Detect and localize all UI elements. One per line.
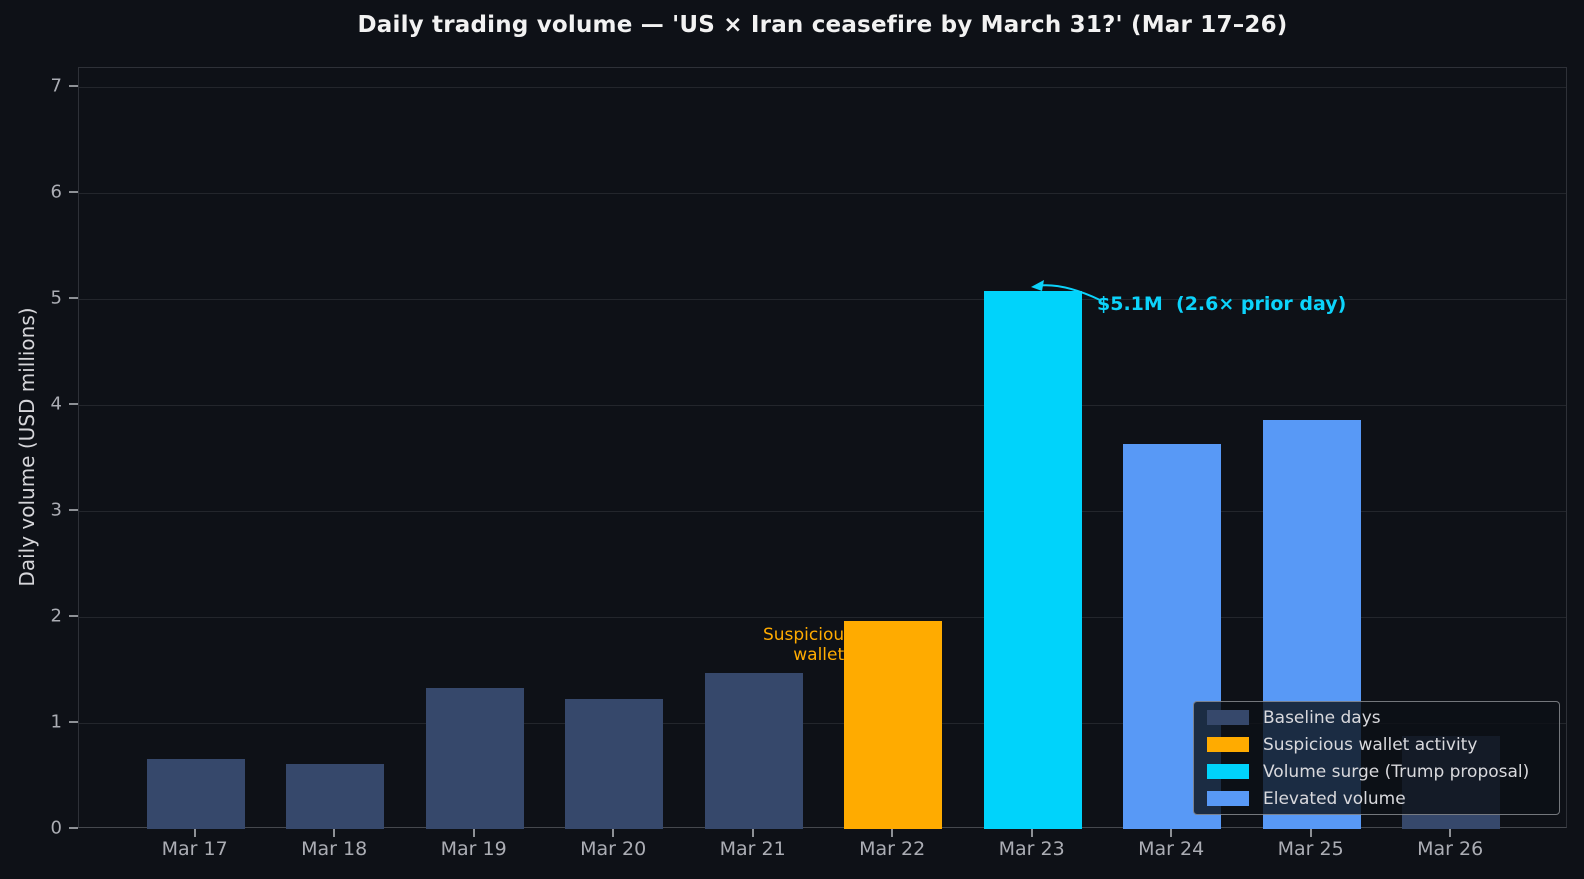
y-tick-label-4: 4 bbox=[50, 393, 62, 415]
legend: Baseline days Suspicious wallet activity V… bbox=[1193, 701, 1560, 815]
y-tick-label-7: 7 bbox=[50, 75, 62, 97]
y-tick-mark-4 bbox=[69, 403, 78, 406]
legend-swatch-suspicious bbox=[1207, 737, 1249, 752]
legend-label-suspicious: Suspicious wallet activity bbox=[1263, 734, 1478, 755]
legend-row-baseline: Baseline days bbox=[1194, 708, 1559, 728]
plot-area bbox=[78, 67, 1567, 829]
y-axis-label: Daily volume (USD millions) bbox=[15, 307, 39, 587]
x-tick-mark-6 bbox=[891, 829, 894, 837]
legend-row-suspicious: Suspicious wallet activity bbox=[1194, 735, 1559, 755]
bar-mar-23 bbox=[983, 290, 1082, 829]
y-tick-mark-2 bbox=[69, 615, 78, 618]
x-tick-mark-1 bbox=[193, 829, 196, 837]
legend-swatch-surge bbox=[1207, 764, 1249, 779]
chart-title: Daily trading volume — 'US × Iran ceasef… bbox=[357, 12, 1288, 38]
y-tick-mark-3 bbox=[69, 509, 78, 512]
annotation-volume-surge: $5.1M (2.6× prior day) bbox=[1097, 293, 1347, 315]
legend-label-surge: Volume surge (Trump proposal) bbox=[1263, 761, 1530, 782]
x-tick-mark-2 bbox=[333, 829, 336, 837]
legend-row-elevated: Elevated volume bbox=[1194, 789, 1559, 809]
x-tick-mark-9 bbox=[1309, 829, 1312, 837]
annotation-suspicious-line2: wallets bbox=[793, 645, 853, 665]
y-tick-mark-5 bbox=[69, 297, 78, 300]
legend-label-baseline: Baseline days bbox=[1263, 707, 1381, 728]
bar-mar-18 bbox=[286, 764, 385, 829]
x-tick-label-mar-22: Mar 22 bbox=[859, 838, 926, 860]
gridline-y7 bbox=[79, 87, 1566, 89]
x-tick-label-mar-17: Mar 17 bbox=[161, 838, 228, 860]
x-tick-label-mar-21: Mar 21 bbox=[719, 838, 786, 860]
x-tick-label-mar-19: Mar 19 bbox=[440, 838, 507, 860]
legend-swatch-baseline bbox=[1207, 710, 1249, 725]
x-tick-label-mar-18: Mar 18 bbox=[301, 838, 368, 860]
y-tick-label-6: 6 bbox=[50, 181, 62, 203]
annotation-suspicious-wallets: Suspicious wallets bbox=[693, 625, 853, 665]
bar-mar-22 bbox=[844, 621, 943, 829]
legend-row-surge: Volume surge (Trump proposal) bbox=[1194, 762, 1559, 782]
gridline-y6 bbox=[79, 193, 1566, 195]
gridline-y3 bbox=[79, 511, 1566, 513]
y-tick-label-1: 1 bbox=[50, 711, 62, 733]
bar-mar-17 bbox=[146, 759, 245, 829]
bar-mar-21 bbox=[704, 673, 803, 829]
x-tick-label-mar-20: Mar 20 bbox=[580, 838, 647, 860]
y-tick-mark-6 bbox=[69, 191, 78, 194]
x-tick-label-mar-24: Mar 24 bbox=[1138, 838, 1205, 860]
x-tick-label-mar-23: Mar 23 bbox=[998, 838, 1065, 860]
y-tick-label-3: 3 bbox=[50, 499, 62, 521]
y-tick-mark-1 bbox=[69, 721, 78, 723]
x-tick-mark-7 bbox=[1030, 829, 1033, 837]
x-tick-mark-4 bbox=[612, 829, 615, 837]
gridline-y1 bbox=[79, 723, 1566, 724]
annotation-suspicious-line1: Suspicious bbox=[762, 625, 853, 645]
bar-mar-19 bbox=[425, 688, 524, 829]
gridline-y2 bbox=[79, 617, 1566, 619]
y-tick-label-5: 5 bbox=[50, 287, 62, 309]
x-tick-mark-8 bbox=[1170, 829, 1173, 837]
x-tick-mark-5 bbox=[751, 829, 754, 837]
y-tick-mark-0 bbox=[69, 827, 78, 829]
x-tick-label-mar-26: Mar 26 bbox=[1417, 838, 1484, 860]
y-tick-mark-7 bbox=[69, 85, 78, 88]
x-tick-label-mar-25: Mar 25 bbox=[1277, 838, 1344, 860]
y-tick-label-2: 2 bbox=[50, 605, 62, 627]
x-tick-mark-3 bbox=[472, 829, 475, 837]
x-tick-mark-10 bbox=[1449, 829, 1452, 837]
legend-swatch-elevated bbox=[1207, 791, 1249, 806]
gridline-y5 bbox=[79, 299, 1566, 301]
bar-mar-20 bbox=[565, 698, 664, 829]
legend-label-elevated: Elevated volume bbox=[1263, 788, 1406, 809]
y-tick-label-0: 0 bbox=[50, 817, 62, 839]
gridline-y4 bbox=[79, 405, 1566, 407]
